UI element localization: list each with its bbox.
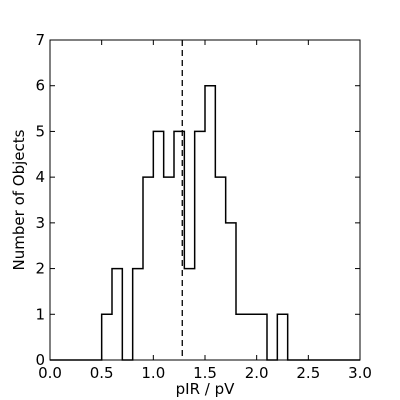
y-tick-label: 3 (35, 214, 45, 232)
histogram-bin (246, 314, 256, 360)
y-tick-label: 5 (35, 122, 45, 140)
x-tick-label: 1.5 (193, 364, 217, 382)
histogram-bin (277, 314, 287, 360)
y-tick-label: 6 (35, 77, 45, 95)
histogram-bin (257, 314, 267, 360)
histogram-bin (153, 131, 163, 360)
x-tick-label: 0.5 (90, 364, 114, 382)
x-tick-label: 2.0 (245, 364, 269, 382)
histogram-bin (112, 269, 122, 360)
histogram-bin (226, 223, 236, 360)
y-axis-ticks: 0 1 2 3 4 5 6 7 (35, 31, 360, 369)
x-axis-label: pIR / pV (176, 380, 235, 398)
y-tick-label: 4 (35, 168, 45, 186)
x-tick-label: 1.0 (141, 364, 165, 382)
y-axis-label: Number of Objects (10, 129, 28, 270)
x-tick-label: 0.0 (38, 364, 62, 382)
plot-area (49, 39, 361, 361)
histogram-bin (102, 314, 112, 360)
histogram-bin (164, 177, 174, 360)
histogram-bin (205, 86, 215, 360)
histogram-bin (236, 314, 246, 360)
histogram-bin (195, 131, 205, 360)
x-tick-label: 3.0 (348, 364, 372, 382)
histogram-bin (215, 177, 225, 360)
x-axis-ticks: 0.0 0.5 1.0 1.5 2.0 2.5 3.0 (38, 40, 372, 382)
y-tick-label: 7 (35, 31, 45, 49)
y-tick-label: 2 (35, 260, 45, 278)
y-tick-label: 1 (35, 305, 45, 323)
y-tick-label: 0 (35, 351, 45, 369)
x-tick-label: 2.5 (296, 364, 320, 382)
histogram-bin (143, 177, 153, 360)
histogram-bin (184, 269, 194, 360)
histogram-step-line (50, 84, 360, 361)
histogram-bin (133, 269, 143, 360)
